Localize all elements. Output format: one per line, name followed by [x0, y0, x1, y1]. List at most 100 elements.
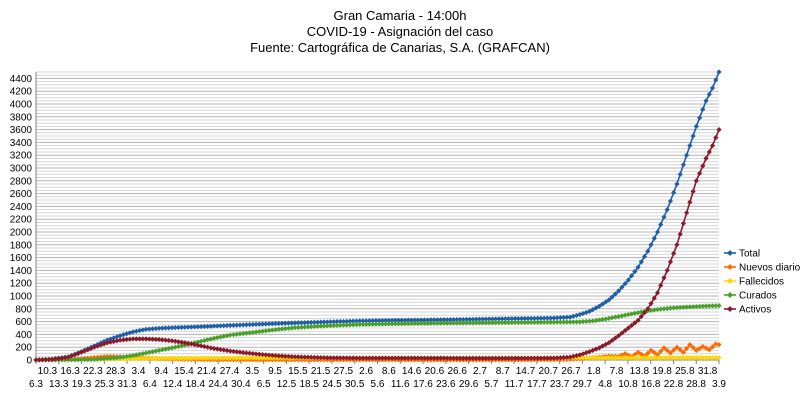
data-point [256, 355, 262, 361]
data-point [564, 354, 570, 360]
data-point [593, 346, 599, 352]
x-tick-label: 26.7 [561, 366, 581, 377]
data-point [221, 347, 227, 353]
data-point [130, 336, 136, 342]
data-point [645, 355, 651, 361]
data-point [674, 242, 680, 248]
data-point [583, 309, 589, 316]
data-point [340, 322, 347, 328]
data-point [143, 350, 149, 356]
data-point [431, 355, 437, 361]
data-point [538, 319, 544, 325]
data-point [363, 321, 369, 327]
data-point [263, 355, 269, 361]
data-point [493, 355, 499, 361]
data-point [638, 313, 644, 320]
data-point [360, 321, 366, 328]
data-point [632, 268, 638, 275]
data-point [480, 316, 486, 322]
x-tick-label: 30.4 [231, 379, 251, 390]
y-tick-label: 4000 [10, 100, 33, 111]
data-point [596, 355, 602, 361]
data-point [684, 355, 690, 361]
data-point [250, 351, 256, 357]
data-point [431, 320, 437, 326]
data-point [111, 335, 117, 341]
x-tick-label: 5.6 [371, 379, 385, 390]
data-point [295, 324, 301, 331]
y-tick-label: 200 [15, 343, 32, 354]
x-tick-label: 8.6 [382, 366, 396, 377]
data-point [489, 320, 496, 326]
y-tick-label: 1800 [10, 240, 33, 251]
data-point [101, 356, 107, 362]
data-point [671, 305, 677, 311]
data-point [612, 355, 619, 361]
data-point [700, 354, 706, 361]
x-tick-label: 25.8 [675, 366, 695, 377]
data-point [308, 324, 314, 330]
data-point [505, 316, 512, 322]
data-point [269, 355, 275, 361]
data-point [266, 321, 272, 327]
data-point [179, 355, 185, 361]
data-point [415, 355, 421, 361]
data-point [379, 321, 385, 327]
data-point [285, 320, 292, 326]
x-tick-label: 20.6 [425, 366, 445, 377]
data-point [525, 315, 531, 322]
data-point [389, 321, 395, 327]
legend-marker-fallecidos [727, 278, 733, 284]
data-point [421, 320, 428, 326]
data-point [583, 318, 589, 325]
data-point [120, 354, 126, 360]
x-tick-label: 21.4 [197, 366, 217, 377]
data-point [159, 355, 165, 361]
data-point [425, 355, 431, 361]
data-point [606, 315, 612, 321]
x-tick-label: 29.6 [459, 379, 479, 390]
data-point [638, 355, 644, 361]
data-point [467, 355, 473, 361]
data-point [302, 354, 308, 360]
data-point [648, 355, 654, 361]
data-point [454, 316, 460, 323]
data-point [347, 322, 353, 328]
data-point [612, 335, 619, 341]
x-tick-label: 5.7 [484, 379, 498, 390]
data-point [392, 355, 398, 361]
data-point [344, 355, 350, 361]
data-point [684, 152, 690, 158]
x-tick-label: 19.3 [72, 379, 92, 390]
data-point [625, 277, 631, 283]
data-point [327, 323, 334, 329]
data-point [434, 317, 440, 323]
data-point [619, 352, 625, 358]
data-point [285, 353, 292, 360]
data-point [386, 321, 392, 327]
data-point [350, 318, 356, 324]
data-point [386, 317, 392, 323]
data-point [46, 356, 52, 363]
data-point [382, 317, 389, 324]
data-point [117, 337, 123, 343]
data-point [421, 355, 428, 361]
data-point [357, 318, 363, 324]
data-point [493, 316, 499, 322]
data-point [217, 334, 224, 340]
data-point [282, 326, 288, 332]
data-point [75, 357, 81, 363]
data-point [473, 355, 479, 361]
data-point [256, 351, 262, 357]
data-point [101, 341, 107, 347]
data-point [169, 345, 175, 351]
legend-marker-nuevos-diario [727, 264, 733, 270]
data-point [470, 316, 476, 322]
y-tick-label: 1400 [10, 266, 33, 277]
data-point [350, 355, 356, 361]
data-point [263, 321, 269, 327]
data-point [496, 355, 502, 361]
data-point [114, 355, 120, 361]
data-point [635, 317, 641, 323]
data-point [470, 355, 476, 361]
